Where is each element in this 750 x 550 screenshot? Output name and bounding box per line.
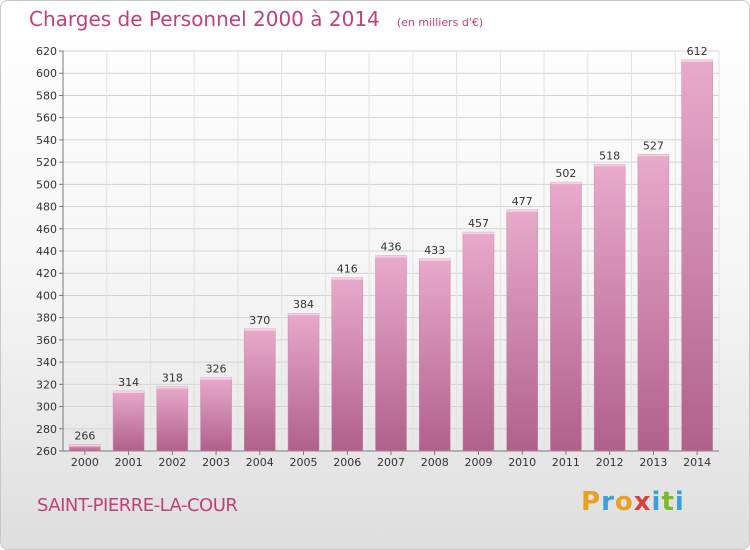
y-tick-label: 580 bbox=[36, 89, 57, 102]
bar-top-highlight bbox=[156, 386, 188, 389]
x-tick-label-2010: 2010 bbox=[508, 456, 536, 469]
y-tick-label: 460 bbox=[36, 223, 57, 236]
x-tick-label-2009: 2009 bbox=[464, 456, 492, 469]
y-tick-label: 540 bbox=[36, 134, 57, 147]
y-tick-label: 320 bbox=[36, 378, 57, 391]
logo-letter: i bbox=[651, 487, 662, 517]
x-tick-label-2003: 2003 bbox=[202, 456, 230, 469]
x-tick-label-2007: 2007 bbox=[377, 456, 405, 469]
data-label-2004: 370 bbox=[249, 314, 270, 327]
logo-letter: t bbox=[661, 487, 675, 517]
data-label-2001: 314 bbox=[118, 376, 139, 389]
x-tick-label-2014: 2014 bbox=[683, 456, 711, 469]
x-tick-label-2013: 2013 bbox=[639, 456, 667, 469]
bar-2003[interactable] bbox=[200, 377, 232, 452]
y-tick-label: 600 bbox=[36, 67, 57, 80]
bar-2012[interactable] bbox=[593, 164, 626, 452]
data-label-2006: 416 bbox=[337, 263, 358, 276]
bar-2010[interactable] bbox=[506, 209, 538, 452]
y-tick-label: 300 bbox=[36, 401, 57, 414]
bar-top-highlight bbox=[113, 391, 145, 393]
data-label-2000: 266 bbox=[74, 429, 95, 442]
x-tick-label-2001: 2001 bbox=[115, 456, 143, 469]
chart-unit: (en milliers d'€) bbox=[396, 16, 484, 29]
y-tick-label: 520 bbox=[36, 156, 57, 169]
y-tick-label: 440 bbox=[36, 245, 57, 258]
logo-letter: o bbox=[614, 487, 634, 517]
data-labels: 266 314 318 326 370 384 416 436 433 457 477 502 518 5… bbox=[74, 45, 707, 442]
y-tick-label: 480 bbox=[36, 201, 57, 214]
y-tick-label: 560 bbox=[36, 112, 57, 125]
bar-2002[interactable] bbox=[156, 386, 189, 452]
data-label-2009: 457 bbox=[468, 217, 489, 230]
data-label-2005: 384 bbox=[293, 298, 314, 311]
bar-top-highlight bbox=[375, 255, 407, 258]
bar-top-highlight bbox=[200, 377, 232, 380]
x-tick-label-2005: 2005 bbox=[290, 456, 318, 469]
bar-2007[interactable] bbox=[375, 255, 407, 452]
data-label-2012: 518 bbox=[599, 149, 620, 162]
bar-2006[interactable] bbox=[331, 277, 364, 452]
commune-name: SAINT-PIERRE-LA-COUR bbox=[37, 495, 238, 516]
logo-letter: i bbox=[674, 487, 685, 517]
bar-2008[interactable] bbox=[418, 258, 451, 452]
bar-2005[interactable] bbox=[287, 312, 320, 452]
data-label-2008: 433 bbox=[424, 244, 445, 257]
logo-letter: r bbox=[601, 487, 615, 517]
bar-2011[interactable] bbox=[550, 181, 582, 452]
y-tick-label: 420 bbox=[36, 267, 57, 280]
bar-top-highlight bbox=[244, 328, 276, 331]
title-row: Charges de Personnel 2000 à 2014 (en mil… bbox=[29, 7, 483, 31]
bar-top-highlight bbox=[506, 209, 538, 212]
y-tick-label: 340 bbox=[36, 356, 57, 369]
chart-title: Charges de Personnel 2000 à 2014 bbox=[29, 7, 380, 31]
bar-2009[interactable] bbox=[462, 231, 495, 452]
x-tick-label-2006: 2006 bbox=[333, 456, 361, 469]
x-tick-label-2002: 2002 bbox=[158, 456, 186, 469]
bar-top-highlight bbox=[462, 232, 494, 235]
bar-top-highlight bbox=[419, 258, 451, 261]
data-label-2013: 527 bbox=[643, 139, 664, 152]
y-tick-label: 400 bbox=[36, 289, 57, 302]
bar-2013[interactable] bbox=[637, 154, 670, 452]
data-label-2014: 612 bbox=[687, 45, 708, 58]
bar-top-highlight bbox=[550, 182, 582, 185]
bars bbox=[69, 59, 713, 452]
bar-2001[interactable] bbox=[112, 390, 145, 452]
data-label-2011: 502 bbox=[555, 167, 576, 180]
logo-letter: P bbox=[581, 487, 602, 517]
bar-top-highlight bbox=[594, 164, 626, 167]
bar-top-highlight bbox=[288, 313, 320, 316]
bar-top-highlight bbox=[69, 444, 101, 447]
x-tick-label-2011: 2011 bbox=[552, 456, 580, 469]
y-tick-label: 280 bbox=[36, 423, 57, 436]
y-tick-label: 260 bbox=[36, 445, 57, 458]
bar-top-highlight bbox=[681, 59, 713, 62]
y-tick-label: 360 bbox=[36, 334, 57, 347]
bar-2004[interactable] bbox=[244, 328, 276, 452]
y-tick-label: 380 bbox=[36, 312, 57, 325]
y-tick-label: 620 bbox=[36, 45, 57, 58]
proxiti-logo[interactable]: Proxiti bbox=[581, 487, 685, 517]
x-tick-label-2000: 2000 bbox=[71, 456, 99, 469]
data-label-2002: 318 bbox=[162, 372, 183, 385]
bar-top-highlight bbox=[331, 277, 363, 280]
x-tick-label-2008: 2008 bbox=[421, 456, 449, 469]
logo-letter: x bbox=[633, 487, 652, 517]
x-tick-label-2004: 2004 bbox=[246, 456, 274, 469]
bar-2014[interactable] bbox=[681, 59, 713, 452]
x-tick-label-2012: 2012 bbox=[596, 456, 624, 469]
data-label-2007: 436 bbox=[381, 240, 402, 253]
y-tick-label: 500 bbox=[36, 178, 57, 191]
data-label-2010: 477 bbox=[512, 195, 533, 208]
data-label-2003: 326 bbox=[206, 363, 227, 376]
bar-top-highlight bbox=[637, 154, 669, 157]
